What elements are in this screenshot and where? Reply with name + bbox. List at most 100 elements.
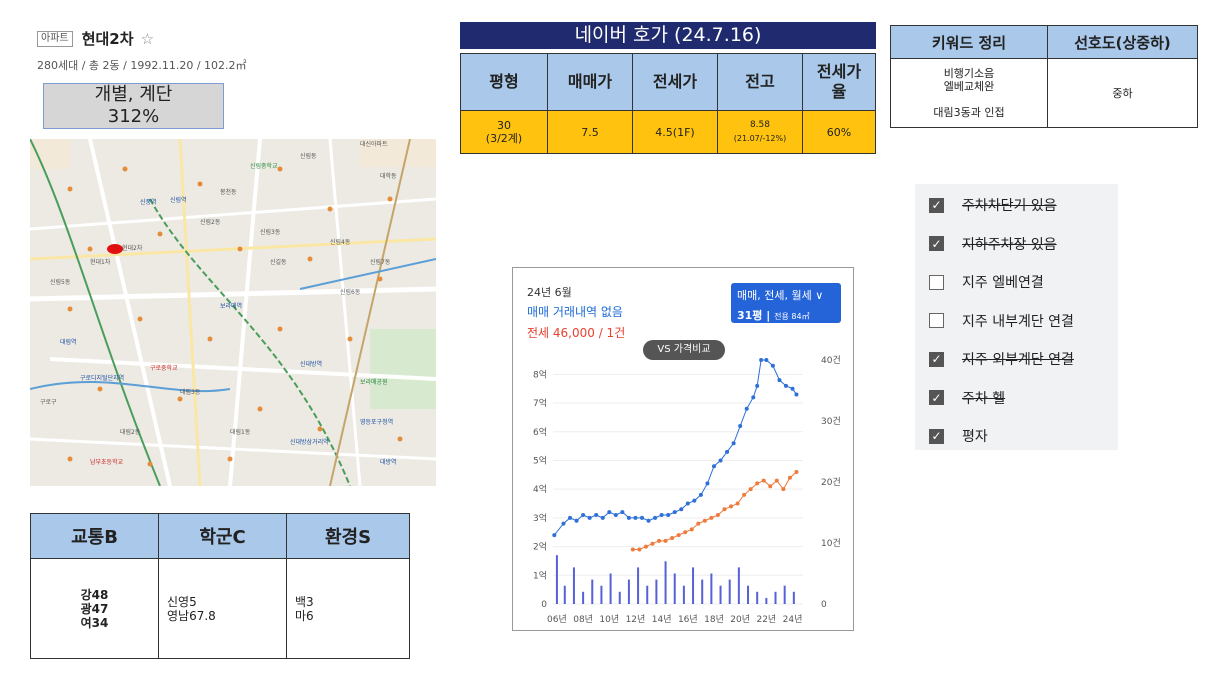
volume-bar [737,567,740,604]
checklist-label: 지주 내부계단 연결 [962,313,1074,330]
volume-bar [747,585,750,604]
chart-filter-button[interactable]: 매매, 전세, 월세 ∨ 31평 | 전용 84㎡ [731,283,841,323]
map-label: 대림2동 [120,429,141,436]
environment-line: 마6 [295,608,314,623]
checklist-item[interactable]: ✓ 지하주차장 있음 [915,225,1118,264]
map-label: 봉천동 [220,189,237,196]
checkbox-checked-icon[interactable]: ✓ [929,236,944,252]
map-label: 신림중학교 [250,163,278,170]
series-point [679,507,684,512]
environment-header: 환경S [286,513,410,559]
filter-pyeong: 31평 [737,309,763,322]
series-point [640,515,645,520]
checklist-item[interactable]: ✓ 지주 외부계단 연결 [915,340,1118,379]
series-point [650,541,655,546]
series-point [630,547,635,552]
checkbox-checked-icon[interactable]: ✓ [929,428,944,444]
keyword-item: 대림3동과 인접 [933,106,1005,119]
y-left-tick-label: 4억 [533,483,547,495]
series-point [620,510,625,515]
location-map[interactable]: 대신아파트 신림동 신림중학교 대학동 봉천동 신림역 현대1차 현대2차 신림2동 신림3동 신림… [30,139,436,486]
preference-cell: 중하 [1047,58,1198,128]
map-label: 남부초등학교 [90,459,124,466]
series-point [722,507,727,512]
map-roads [30,139,436,486]
jeonse-header: 전세가 [632,53,718,111]
apartment-name: 현대2차 [81,30,134,48]
school-line: 영남67.8 [167,608,216,623]
volume-bar [609,573,612,604]
checklist-item[interactable]: 지주 엘베연결 [915,263,1118,302]
series-point [755,383,760,388]
transport-header: 교통B [30,513,159,559]
keyword-item: 엘베교체완 [943,80,995,93]
map-label: 대방역 [380,459,397,466]
map-label: 신대방삼거리역 [290,439,329,446]
apartment-header: 아파트 현대2차 ☆ 280세대 / 총 2동 / 1992.11.20 / 1… [37,28,367,73]
checklist-item[interactable]: 지주 내부계단 연결 [915,302,1118,341]
map-label: 신림동 [300,153,317,160]
series-point [626,515,631,520]
y-left-tick-label: 6억 [533,426,547,438]
high-cell: 8.58 (21.07/-12%) [717,110,803,154]
checkbox-checked-icon[interactable]: ✓ [929,351,944,367]
map-label: 대림1동 [230,429,251,436]
checkbox-checked-icon[interactable]: ✓ [929,197,944,213]
volume-bar [719,585,722,604]
series-point [751,395,756,400]
keyword-table: 키워드 정리 선호도(상중하) 비행기소음 엘베교체완 대림3동과 인접 중하 [890,25,1198,128]
series-point [646,518,651,523]
series-point [790,386,795,391]
map-label: 보라매역 [220,303,243,310]
pyeong-value: 30 [497,119,511,132]
series-point [783,383,788,388]
volume-bar [591,579,594,604]
volume-bar [572,567,575,604]
checkbox-unchecked-icon[interactable] [929,313,944,329]
series-point [755,481,760,486]
series-point [761,478,766,483]
checklist-item[interactable]: ✓ 주차 헬 [915,379,1118,418]
series-point [561,521,566,526]
volume-bar [555,555,558,604]
series-point [794,392,799,397]
volume-bar [627,579,630,604]
series-point [574,518,579,523]
favorite-star-icon[interactable]: ☆ [140,29,155,48]
naver-price-title: 네이버 호가 (24.7.16) [460,22,876,49]
series-point [692,498,697,503]
map-label: 신림3동 [260,229,281,236]
x-tick-label: 08년 [573,614,593,625]
checklist-item[interactable]: ✓ 주차차단기 있음 [915,186,1118,225]
volume-bar [582,591,585,604]
series-point [735,501,740,506]
map-label: 현대1차 [90,259,111,266]
school-header: 학군C [158,513,287,559]
series-point [705,481,710,486]
pyeong-sub: (3/2계) [485,132,523,145]
x-tick-label: 18년 [704,614,724,625]
y-right-tick-label: 0 [821,600,827,610]
volume-bar [664,561,667,604]
transport-line: 여34 [80,615,109,630]
checklist-item[interactable]: ✓ 평자 [915,417,1118,456]
series-point [731,441,736,446]
series-point [744,406,749,411]
vs-compare-button[interactable]: VS 가격비교 [643,340,725,360]
map-label: 현대2차 [122,245,143,252]
series-point [794,469,799,474]
volume-bar [728,579,731,604]
volume-bar [701,579,704,604]
y-left-tick-label: 5억 [533,454,547,466]
checkbox-checked-icon[interactable]: ✓ [929,390,944,406]
checklist-label: 평자 [962,429,988,446]
x-tick-label: 16년 [678,614,698,625]
checklist-label: 지주 외부계단 연결 [962,352,1074,369]
series-point [698,492,703,497]
checkbox-unchecked-icon[interactable] [929,274,944,290]
eval-line1: 개별, 계단 [94,84,173,105]
school-line: 신영5 [167,594,197,609]
map-label: 신길동 [270,259,287,266]
y-right-tick-label: 20건 [821,477,841,488]
